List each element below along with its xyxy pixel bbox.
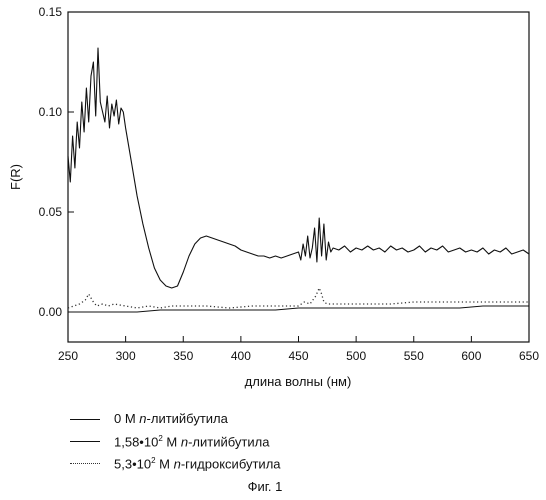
- x-axis: 250 300 350 400 450 500 550 600 650: [58, 336, 539, 363]
- legend: 0 М n-литийбутила 1,58•102 М n-литийбути…: [70, 408, 281, 474]
- legend-swatch-dotted: [70, 463, 100, 464]
- figure-caption: Фиг. 1: [0, 479, 546, 494]
- series-line-1: [68, 48, 529, 288]
- legend-label: 5,3•102 М n-гидроксибутила: [114, 450, 281, 475]
- x-tick-label: 350: [173, 349, 193, 363]
- x-tick-label: 250: [58, 349, 78, 363]
- x-tick-label: 550: [404, 349, 424, 363]
- legend-item: 1,58•102 М n-литийбутила: [70, 430, 281, 452]
- chart: 0.00 0.05 0.10 0.15 250 300 350 400 450 500 550 60…: [0, 0, 546, 400]
- x-tick-label: 650: [519, 349, 539, 363]
- series-line-3: [68, 288, 529, 308]
- x-tick-label: 400: [231, 349, 251, 363]
- x-tick-label: 500: [346, 349, 366, 363]
- x-tick-label: 300: [116, 349, 136, 363]
- legend-item: 0 М n-литийбутила: [70, 408, 281, 430]
- y-tick-label: 0.15: [39, 5, 63, 19]
- y-tick-label: 0.05: [39, 205, 63, 219]
- legend-label: 0 М n-литийбутила: [114, 408, 228, 430]
- series-layer: [68, 48, 529, 312]
- legend-item: 5,3•102 М n-гидроксибутила: [70, 452, 281, 474]
- series-line-2: [68, 306, 529, 312]
- plot-frame: [68, 12, 529, 342]
- x-tick-label: 600: [461, 349, 481, 363]
- y-axis-label: F(R): [8, 164, 23, 190]
- x-tick-label: 450: [288, 349, 308, 363]
- x-axis-label: длина волны (нм): [245, 374, 352, 389]
- y-tick-label: 0.10: [39, 105, 63, 119]
- legend-swatch-solid: [70, 441, 100, 442]
- y-tick-label: 0.00: [39, 305, 63, 319]
- legend-swatch-solid: [70, 419, 100, 420]
